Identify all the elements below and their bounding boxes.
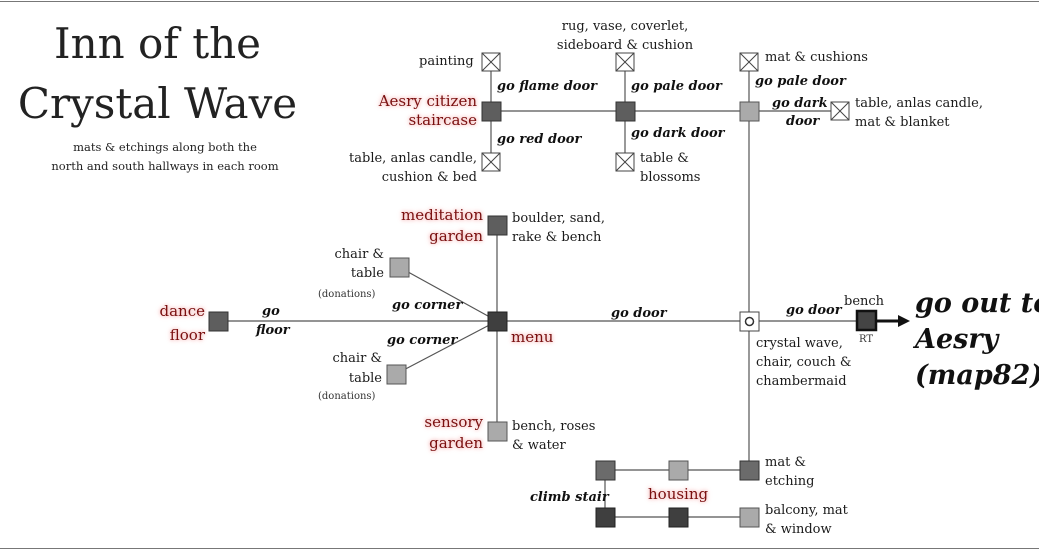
label-chair-bottom-2: table: [348, 371, 382, 386]
label-crystal-2: chair, couch &: [756, 355, 852, 370]
subtitle-line1: mats & etchings along both the: [73, 140, 257, 154]
place-aesry-staircase-1: Aesry citizen: [378, 92, 477, 110]
place-meditation-2: garden: [429, 227, 483, 245]
label-table-bed-1: table, anlas candle,: [349, 151, 477, 166]
room-pale-east: [739, 101, 760, 122]
place-dance-2: floor: [169, 326, 205, 344]
room-pale-hall: [615, 101, 636, 122]
x-box-table-blossoms: [615, 152, 635, 172]
place-menu: menu: [511, 328, 554, 346]
label-chair-bottom-note: (donations): [318, 391, 376, 402]
room-housing-nw: [595, 460, 616, 481]
label-boulder-1: boulder, sand,: [512, 211, 605, 226]
place-sensory-2: garden: [429, 434, 483, 452]
room-bench-rt: [855, 309, 878, 332]
exit-line1: go out to: [915, 288, 1039, 319]
map-title-line2: Crystal Wave: [17, 79, 298, 128]
cmd-flame-door: go flame door: [497, 79, 597, 94]
x-box-rug: [615, 52, 635, 72]
label-rug-2: sideboard & cushion: [556, 38, 694, 53]
label-table-blanket-1: table, anlas candle,: [855, 96, 983, 111]
place-aesry-staircase-2: staircase: [408, 111, 477, 129]
label-table-blossoms-1: table &: [640, 151, 689, 166]
cmd-dark-door-2: go dark door: [631, 126, 725, 141]
room-staircase: [481, 101, 502, 122]
x-box-mat-cushions: [739, 52, 759, 72]
cmd-go-corner-1: go corner: [392, 298, 463, 313]
room-housing-s: [668, 507, 689, 528]
cmd-dark-door-1b: door: [786, 114, 820, 129]
label-mat-etching-2: etching: [765, 474, 815, 489]
label-crystal-1: crystal wave,: [756, 336, 843, 351]
room-sensory-garden: [487, 421, 508, 442]
room-dance-floor: [208, 311, 229, 332]
cmd-pale-door-2: go pale door: [755, 74, 846, 89]
cmd-pale-door-1: go pale door: [631, 79, 722, 94]
label-boulder-2: rake & bench: [512, 230, 602, 245]
label-rt: RT: [859, 334, 874, 345]
label-crystal-3: chambermaid: [756, 374, 847, 389]
room-housing-sw: [595, 507, 616, 528]
subtitle-line2: north and south hallways in each room: [51, 159, 279, 173]
cmd-go-floor-2: floor: [256, 323, 290, 338]
x-box-painting: [481, 52, 501, 72]
label-chair-top-2: table: [350, 266, 384, 281]
label-painting: painting: [419, 54, 474, 69]
cmd-dark-door-1a: go dark: [772, 96, 828, 111]
label-balcony-1: balcony, mat: [765, 503, 848, 518]
place-sensory-1: sensory: [424, 413, 483, 431]
place-meditation-1: meditation: [401, 206, 483, 224]
label-bench: bench: [844, 294, 885, 309]
place-housing: housing: [648, 485, 709, 503]
label-rug-1: rug, vase, coverlet,: [561, 19, 689, 34]
cmd-red-door: go red door: [497, 132, 582, 147]
exit-arrow-head: [898, 315, 910, 327]
room-chair-top: [389, 257, 410, 278]
cmd-go-door-2: go door: [786, 303, 842, 318]
exit-line3: (map82): [915, 360, 1039, 391]
label-table-blossoms-2: blossoms: [640, 170, 701, 185]
x-box-table-bed: [481, 152, 501, 172]
label-table-bed-2: cushion & bed: [381, 170, 477, 185]
crystal-wave-marker: [744, 316, 755, 327]
x-box-table-blanket: [830, 101, 850, 121]
room-meditation-garden: [487, 215, 508, 236]
map-title-line1: Inn of the: [53, 19, 261, 68]
label-chair-top-note: (donations): [318, 289, 376, 300]
label-bench-roses-2: & water: [512, 438, 566, 453]
label-chair-bottom-1: chair &: [332, 351, 382, 366]
room-balcony: [739, 507, 760, 528]
label-chair-top-1: chair &: [334, 247, 384, 262]
place-dance-1: dance: [159, 302, 205, 320]
cmd-go-floor-1: go: [262, 304, 280, 319]
label-mat-cushions: mat & cushions: [765, 50, 868, 65]
cmd-go-door-1: go door: [611, 306, 667, 321]
room-menu: [487, 311, 508, 332]
label-table-blanket-2: mat & blanket: [855, 115, 950, 130]
exit-line2: Aesry: [915, 324, 999, 355]
room-chair-bottom: [386, 364, 407, 385]
cmd-climb-stair: climb stair: [530, 490, 609, 505]
label-balcony-2: & window: [765, 522, 832, 537]
cmd-go-corner-2: go corner: [387, 333, 458, 348]
label-bench-roses-1: bench, roses: [512, 419, 596, 434]
room-mat-etching: [739, 460, 760, 481]
label-mat-etching-1: mat &: [765, 455, 807, 470]
room-housing-n: [668, 460, 689, 481]
